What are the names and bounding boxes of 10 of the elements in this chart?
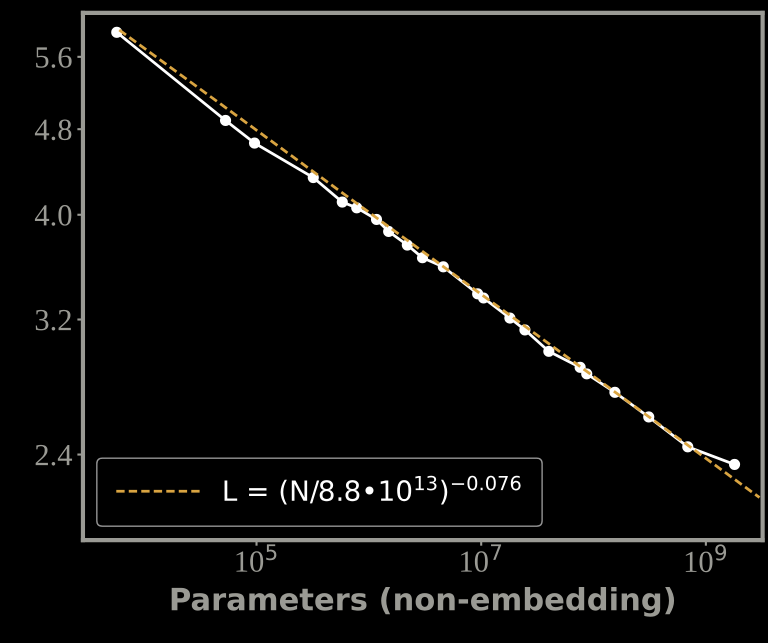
y-tick-label: 5.6 — [36, 47, 72, 68]
x-axis-title: Parameters (non-embedding) — [172, 586, 674, 617]
y-tick-label: 4.0 — [34, 205, 72, 226]
y-tick-label: 3.2 — [36, 310, 71, 331]
legend-label: L = (N/8.8•10$^{13}$)$^{−0.076}$ — [224, 476, 521, 504]
y-tick-label: 2.4 — [36, 444, 72, 466]
y-tick-label: 4.8 — [34, 119, 72, 140]
x-tick-label: 10$^{7}$ — [461, 544, 502, 572]
x-tick-label: 10$^{5}$ — [236, 544, 276, 572]
x-tick-label: 10$^{9}$ — [686, 544, 726, 572]
